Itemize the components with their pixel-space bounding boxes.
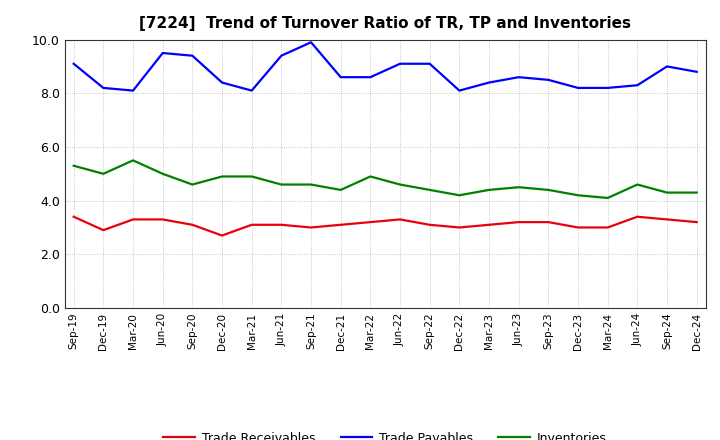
Trade Payables [574, 85, 582, 91]
Trade Payables [158, 50, 167, 55]
Trade Payables [217, 80, 226, 85]
Trade Payables [307, 40, 315, 45]
Inventories [426, 187, 434, 193]
Line: Trade Payables: Trade Payables [73, 42, 697, 91]
Inventories [603, 195, 612, 201]
Trade Receivables [662, 217, 671, 222]
Trade Payables [188, 53, 197, 59]
Trade Receivables [693, 220, 701, 225]
Trade Payables [248, 88, 256, 93]
Title: [7224]  Trend of Turnover Ratio of TR, TP and Inventories: [7224] Trend of Turnover Ratio of TR, TP… [139, 16, 631, 32]
Inventories [217, 174, 226, 179]
Inventories [129, 158, 138, 163]
Inventories [158, 171, 167, 176]
Trade Payables [485, 80, 493, 85]
Trade Receivables [366, 220, 374, 225]
Trade Payables [544, 77, 553, 82]
Trade Receivables [248, 222, 256, 227]
Trade Receivables [485, 222, 493, 227]
Inventories [544, 187, 553, 193]
Trade Payables [396, 61, 405, 66]
Trade Receivables [99, 227, 108, 233]
Trade Receivables [603, 225, 612, 230]
Trade Receivables [217, 233, 226, 238]
Trade Receivables [69, 214, 78, 220]
Trade Receivables [633, 214, 642, 220]
Trade Payables [366, 74, 374, 80]
Trade Receivables [396, 217, 405, 222]
Line: Inventories: Inventories [73, 160, 697, 198]
Trade Payables [129, 88, 138, 93]
Trade Payables [277, 53, 286, 59]
Trade Payables [336, 74, 345, 80]
Trade Payables [662, 64, 671, 69]
Trade Receivables [574, 225, 582, 230]
Inventories [69, 163, 78, 169]
Inventories [307, 182, 315, 187]
Trade Payables [603, 85, 612, 91]
Inventories [693, 190, 701, 195]
Trade Payables [99, 85, 108, 91]
Trade Payables [455, 88, 464, 93]
Inventories [277, 182, 286, 187]
Inventories [188, 182, 197, 187]
Trade Payables [514, 74, 523, 80]
Trade Receivables [544, 220, 553, 225]
Inventories [662, 190, 671, 195]
Legend: Trade Receivables, Trade Payables, Inventories: Trade Receivables, Trade Payables, Inven… [158, 427, 612, 440]
Trade Payables [69, 61, 78, 66]
Trade Receivables [277, 222, 286, 227]
Inventories [633, 182, 642, 187]
Line: Trade Receivables: Trade Receivables [73, 217, 697, 235]
Trade Receivables [336, 222, 345, 227]
Trade Payables [633, 83, 642, 88]
Trade Receivables [514, 220, 523, 225]
Trade Receivables [307, 225, 315, 230]
Trade Receivables [455, 225, 464, 230]
Inventories [455, 193, 464, 198]
Trade Receivables [188, 222, 197, 227]
Inventories [366, 174, 374, 179]
Inventories [514, 185, 523, 190]
Trade Payables [426, 61, 434, 66]
Inventories [99, 171, 108, 176]
Inventories [574, 193, 582, 198]
Inventories [248, 174, 256, 179]
Inventories [396, 182, 405, 187]
Trade Receivables [426, 222, 434, 227]
Trade Receivables [129, 217, 138, 222]
Inventories [336, 187, 345, 193]
Trade Receivables [158, 217, 167, 222]
Inventories [485, 187, 493, 193]
Trade Payables [693, 69, 701, 74]
